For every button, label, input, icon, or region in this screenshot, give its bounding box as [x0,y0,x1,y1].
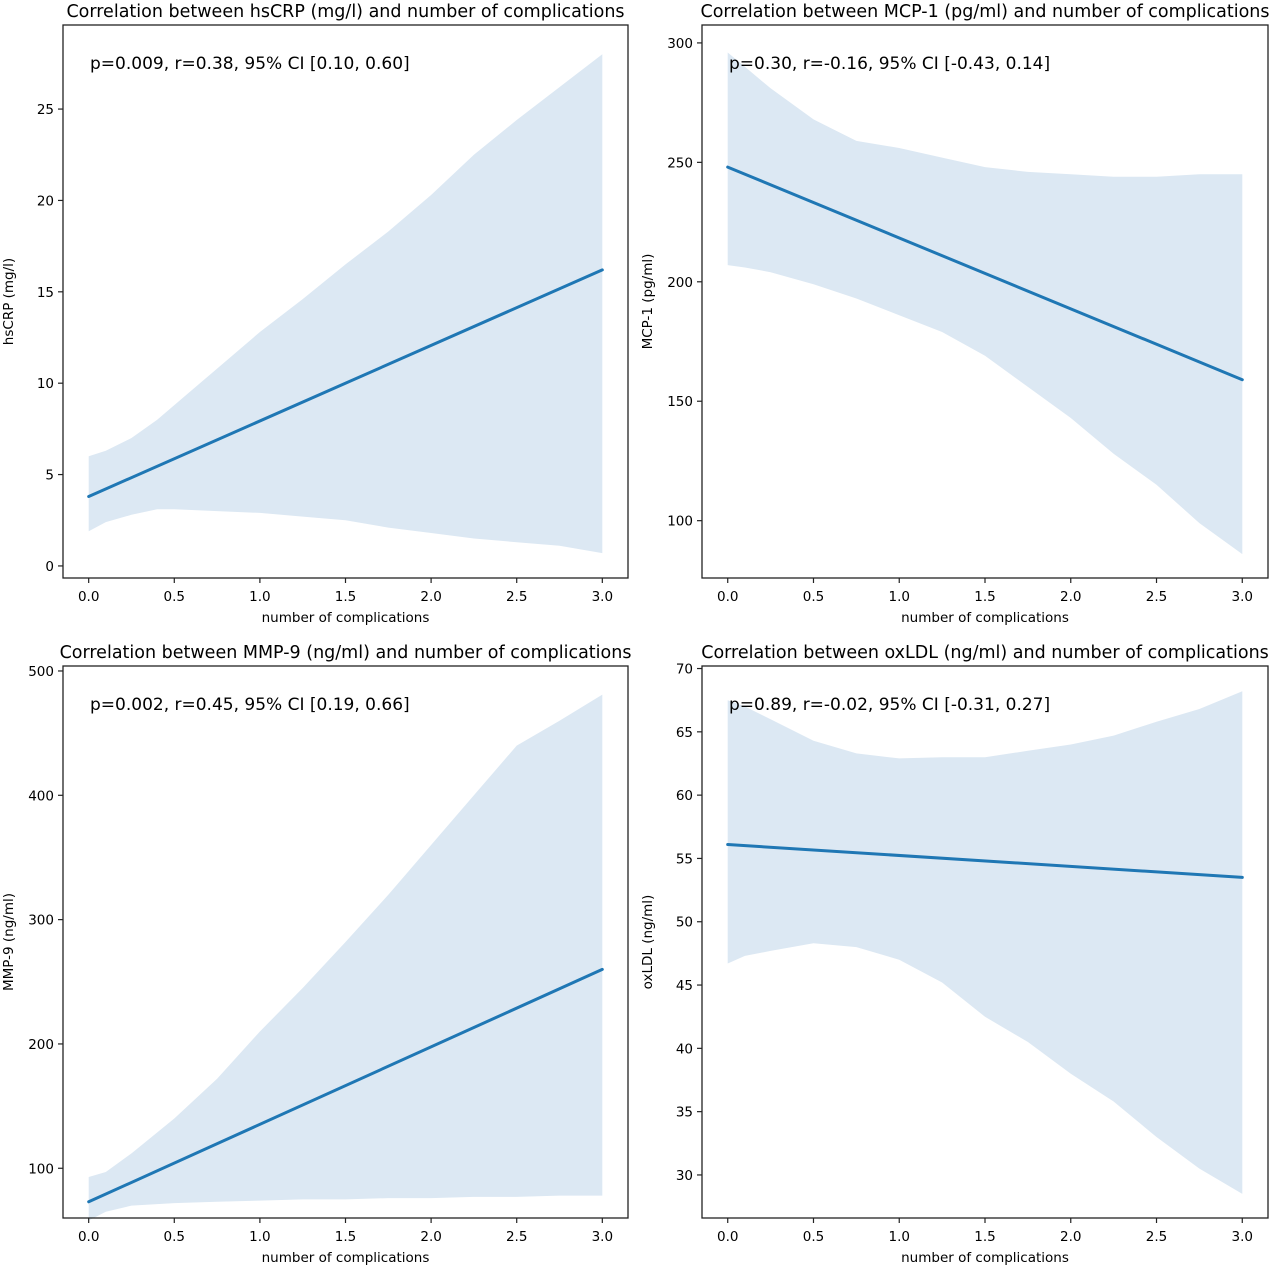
x-tick-label: 0.0 [717,1229,738,1245]
y-tick-label: 60 [676,788,693,804]
x-tick-label: 2.5 [506,1229,527,1245]
chart-title: Correlation between MCP-1 (pg/ml) and nu… [700,2,1269,22]
x-tick-label: 0.0 [78,589,99,605]
y-tick-label: 20 [37,193,54,209]
chart-title: Correlation between MMP-9 (ng/ml) and nu… [60,643,632,663]
y-tick-label: 65 [676,725,693,741]
stats-annotation: p=0.30, r=-0.16, 95% CI [-0.43, 0.14] [729,54,1050,74]
x-tick-label: 1.5 [974,1229,995,1245]
x-tick-label: 1.0 [249,589,270,605]
x-tick-label: 3.0 [1232,1229,1253,1245]
y-tick-label: 100 [667,514,693,530]
x-tick-label: 0.0 [78,1229,99,1245]
y-tick-label: 250 [667,155,693,171]
y-tick-label: 0 [45,559,54,575]
y-tick-label: 25 [37,102,54,118]
x-tick-label: 2.0 [1060,1229,1081,1245]
x-tick-label: 1.0 [889,1229,910,1245]
stats-annotation: p=0.89, r=-0.02, 95% CI [-0.31, 0.27] [729,695,1050,715]
regression-line [726,165,1244,382]
y-tick-label: 200 [28,1037,54,1053]
x-tick-label: 1.5 [974,589,995,605]
y-axis-label: MMP-9 (ng/ml) [1,893,17,991]
y-tick-label: 100 [28,1161,54,1177]
regression-line [87,268,604,498]
subplot-mmp9: 0.0 0.5 1.0 1.5 2.0 2.5 3.0 100 200 300 400 500 Corr… [1,643,631,1266]
x-tick-label: 2.0 [420,589,441,605]
stats-annotation: p=0.009, r=0.38, 95% CI [0.10, 0.60] [90,54,410,74]
confidence-band [727,52,1243,555]
y-tick-label: 70 [676,662,693,678]
subplot-hscrp: 0.0 0.5 1.0 1.5 2.0 2.5 3.0 0 5 10 15 20 25 Correlati… [1,2,629,626]
y-tick-label: 400 [28,788,54,804]
x-tick-label: 0.0 [717,589,738,605]
y-tick-label: 55 [676,851,693,867]
x-tick-label: 0.5 [803,589,824,605]
x-axis-label: number of complications [901,1250,1069,1266]
x-tick-label: 0.5 [803,1229,824,1245]
x-tick-label: 1.5 [335,1229,356,1245]
x-tick-label: 1.5 [335,589,356,605]
x-tick-label: 2.0 [420,1229,441,1245]
x-tick-label: 2.5 [506,589,527,605]
x-tick-label: 0.5 [164,589,185,605]
y-tick-label: 300 [28,913,54,929]
x-axis-label: number of complications [262,610,430,626]
y-tick-label: 40 [676,1041,693,1057]
regression-line [87,967,604,1204]
confidence-band [727,691,1243,1194]
x-tick-label: 1.0 [889,589,910,605]
x-axis-label: number of complications [262,1250,430,1266]
regression-line [726,843,1244,879]
subplot-mcp1: 0.0 0.5 1.0 1.5 2.0 2.5 3.0 100 150 200 250 300 Corr… [640,2,1270,626]
x-tick-label: 3.0 [1232,589,1253,605]
y-tick-label: 45 [676,978,693,994]
y-tick-label: 10 [37,376,54,392]
y-tick-label: 200 [667,275,693,291]
y-tick-label: 50 [676,915,693,931]
y-tick-label: 300 [667,36,693,52]
subplot-oxldl: 0.0 0.5 1.0 1.5 2.0 2.5 3.0 30 35 40 45 50 55 60 65 70 C… [640,643,1269,1266]
y-tick-label: 15 [37,285,54,301]
confidence-band [88,694,603,1221]
chart-title: Correlation between oxLDL (ng/ml) and nu… [701,643,1269,663]
confidence-band [88,54,603,554]
x-tick-label: 2.0 [1060,589,1081,605]
x-tick-label: 2.5 [1146,589,1167,605]
y-tick-label: 150 [667,394,693,410]
y-tick-label: 500 [28,664,54,680]
y-tick-label: 35 [676,1105,693,1121]
x-tick-label: 0.5 [164,1229,185,1245]
x-tick-label: 3.0 [592,1229,613,1245]
chart-title: Correlation between hsCRP (mg/l) and num… [66,2,624,22]
x-tick-label: 2.5 [1146,1229,1167,1245]
y-axis-label: MCP-1 (pg/ml) [640,254,656,350]
x-axis-label: number of complications [901,610,1069,626]
stats-annotation: p=0.002, r=0.45, 95% CI [0.19, 0.66] [90,695,410,715]
y-tick-label: 5 [45,468,54,484]
y-axis-label: oxLDL (ng/ml) [640,895,656,990]
y-tick-label: 30 [676,1168,693,1184]
y-axis-label: hsCRP (mg/l) [1,258,17,345]
x-tick-label: 3.0 [592,589,613,605]
x-tick-label: 1.0 [249,1229,270,1245]
